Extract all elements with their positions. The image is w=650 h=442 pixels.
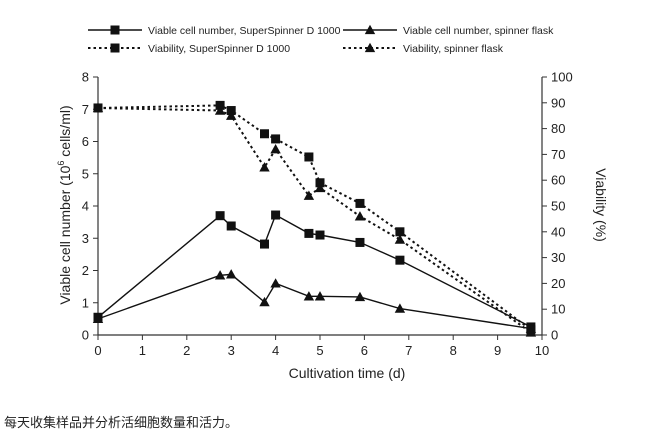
data-point (215, 211, 225, 221)
data-point (271, 210, 281, 220)
x-tick-label: 8 (450, 343, 457, 358)
y-tick-label-right: 0 (551, 328, 558, 343)
data-point (226, 269, 237, 279)
data-point (355, 237, 365, 247)
data-point (525, 327, 537, 337)
data-point (226, 221, 236, 231)
series-group (92, 100, 537, 337)
data-point (395, 227, 405, 237)
data-point (92, 102, 104, 113)
data-point (271, 134, 281, 144)
y-tick-label-right: 80 (551, 121, 565, 136)
legend-label: Viability, SuperSpinner D 1000 (148, 43, 290, 55)
legend-marker (110, 25, 120, 35)
y-tick-label-right: 60 (551, 173, 565, 188)
data-point (214, 105, 226, 115)
data-point (354, 211, 366, 221)
data-point (355, 198, 365, 208)
data-point (214, 270, 226, 280)
y-tick-label-right: 90 (551, 95, 565, 110)
y-tick-label-left: 6 (82, 134, 89, 149)
series-3 (93, 100, 536, 335)
y-tick-label-left: 5 (82, 166, 89, 181)
series-line (97, 213, 532, 328)
legend-marker (364, 24, 376, 35)
series-line (97, 107, 532, 334)
data-point (270, 144, 281, 154)
series-4 (92, 102, 537, 337)
legend-item: Viability, SuperSpinner D 1000 (88, 43, 290, 55)
data-point (260, 129, 269, 139)
data-point (259, 162, 270, 172)
y-tick-label-right: 100 (551, 70, 573, 85)
legend-label: Viability, spinner flask (403, 43, 504, 55)
y-tick-label-right: 50 (551, 199, 565, 214)
y-tick-label-left: 4 (82, 199, 89, 214)
series-1 (93, 210, 536, 332)
y-tick-label-right: 70 (551, 147, 565, 162)
y-tick-label-left: 7 (82, 102, 89, 117)
data-point (270, 278, 281, 288)
y-axis-title-left: Viable cell number (106 cells/ml) (56, 105, 73, 304)
x-tick-label: 6 (361, 343, 368, 358)
data-point (226, 110, 237, 120)
y-tick-label-right: 40 (551, 224, 565, 239)
x-tick-label: 4 (272, 343, 279, 358)
data-point (92, 313, 104, 324)
y-tick-label-left: 2 (82, 263, 89, 278)
y-tick-label-left: 1 (82, 295, 89, 310)
data-point (394, 234, 406, 244)
x-axis-title: Cultivation time (d) (289, 365, 406, 381)
data-point (260, 239, 269, 249)
x-tick-label: 5 (316, 343, 323, 358)
data-point (304, 152, 314, 162)
x-tick-label: 2 (183, 343, 190, 358)
data-point (395, 255, 405, 265)
legend-item: Viable cell number, spinner flask (343, 24, 554, 37)
legend-marker (364, 42, 376, 53)
x-tick-label: 0 (94, 343, 101, 358)
y-tick-label-left: 3 (82, 231, 89, 246)
y-tick-label-right: 20 (551, 276, 565, 291)
chart: Viable cell number, SuperSpinner D 1000 V… (56, 24, 609, 381)
legend-item: Viable cell number, SuperSpinner D 1000 (88, 25, 341, 37)
y-tick-label-left: 8 (82, 70, 89, 85)
x-tick-label: 3 (228, 343, 235, 358)
caption: 每天收集样品并分析活细胞数量和活力。 (4, 416, 239, 431)
x-tick-label: 10 (535, 343, 549, 358)
x-tick-label: 1 (139, 343, 146, 358)
y-tick-label-right: 10 (551, 302, 565, 317)
x-tick-label: 9 (494, 343, 501, 358)
y-axis-title-right: Viability (%) (593, 168, 609, 242)
data-point (304, 228, 314, 238)
legend-marker (110, 43, 120, 53)
data-point (303, 190, 315, 200)
axes: 0 1 2 3 4 5 6 7 8 9 100123456780102030405060708090… (82, 70, 573, 359)
legend-label: Viable cell number, spinner flask (403, 25, 554, 37)
data-point (314, 291, 326, 301)
data-point (315, 230, 325, 240)
series-line (97, 104, 532, 331)
series-2 (92, 269, 537, 333)
data-point (394, 303, 406, 313)
data-point (303, 291, 315, 301)
legend-label: Viable cell number, SuperSpinner D 1000 (148, 25, 341, 37)
legend: Viable cell number, SuperSpinner D 1000 V… (88, 24, 554, 55)
data-point (314, 182, 326, 193)
series-line (97, 273, 532, 330)
y-tick-label-right: 30 (551, 250, 565, 265)
x-tick-label: 7 (405, 343, 412, 358)
data-point (354, 291, 366, 302)
legend-item: Viability, spinner flask (343, 42, 504, 55)
data-point (259, 296, 270, 307)
y-tick-label-left: 0 (82, 328, 89, 343)
